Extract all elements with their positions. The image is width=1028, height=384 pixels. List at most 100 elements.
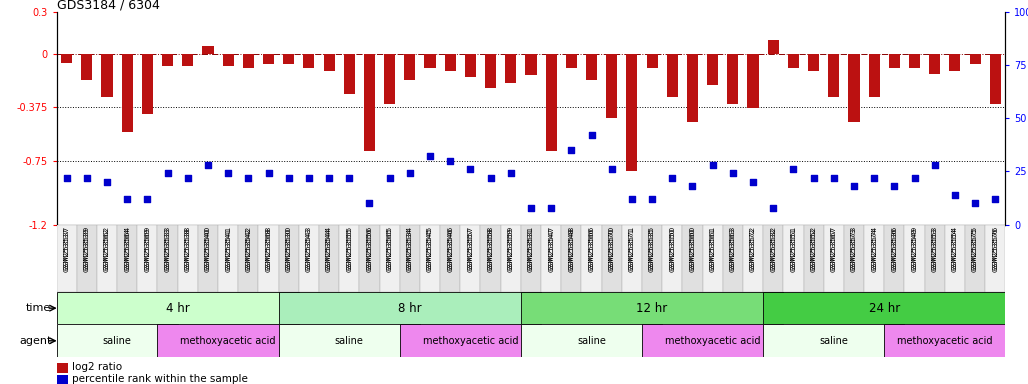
Text: methoxyacetic acid: methoxyacetic acid (180, 336, 276, 346)
Point (220, 170, 236, 177)
Text: GSM253568: GSM253568 (265, 228, 271, 272)
Bar (727, 54, 738, 104)
Text: GSM253557: GSM253557 (468, 226, 474, 270)
Point (321, 175, 337, 181)
Text: GSM253556: GSM253556 (366, 228, 372, 272)
Text: GSM253540: GSM253540 (205, 228, 211, 272)
Text: GSM253555: GSM253555 (346, 228, 353, 272)
Text: GSM253538: GSM253538 (185, 228, 191, 272)
Text: GSM253532: GSM253532 (770, 226, 776, 270)
Point (644, 196, 660, 202)
Point (260, 170, 277, 177)
Text: GSM253565: GSM253565 (387, 228, 393, 272)
Text: GSM253540: GSM253540 (205, 226, 211, 270)
Text: saline: saline (819, 336, 848, 346)
Text: GSM253561: GSM253561 (709, 228, 715, 272)
Text: methoxyacetic acid: methoxyacetic acid (665, 336, 761, 346)
Text: GSM253542: GSM253542 (246, 226, 251, 270)
Text: GSM253553: GSM253553 (931, 226, 938, 270)
Bar (440, 225, 461, 292)
Bar (138, 225, 157, 292)
Text: GSM253570: GSM253570 (609, 228, 615, 272)
Bar (582, 225, 601, 292)
Point (603, 166, 620, 172)
Text: GSM253551: GSM253551 (791, 226, 797, 270)
Text: GSM253563: GSM253563 (730, 226, 736, 270)
Text: GSM253537: GSM253537 (64, 228, 70, 272)
Point (361, 200, 377, 207)
Bar (985, 225, 1005, 292)
Bar (57, 292, 299, 324)
Bar (57, 375, 68, 384)
Point (482, 175, 499, 181)
Text: GSM253544: GSM253544 (326, 228, 332, 272)
Text: GSM253556: GSM253556 (366, 226, 372, 270)
Bar (865, 225, 884, 292)
Bar (157, 324, 299, 357)
Point (785, 166, 802, 172)
Text: log2 ratio: log2 ratio (72, 362, 122, 372)
Bar (869, 54, 880, 97)
Bar (525, 54, 537, 76)
Point (825, 175, 842, 181)
Point (523, 205, 540, 211)
Bar (162, 54, 173, 66)
Bar (929, 54, 941, 74)
Bar (783, 225, 804, 292)
Text: GSM253543: GSM253543 (306, 228, 311, 272)
Bar (299, 225, 319, 292)
Text: GSM253553: GSM253553 (931, 228, 938, 272)
Point (846, 183, 862, 189)
Text: saline: saline (335, 336, 364, 346)
Bar (142, 54, 153, 114)
Point (725, 170, 741, 177)
Bar (884, 225, 905, 292)
Text: GSM253569: GSM253569 (144, 226, 150, 270)
Bar (607, 54, 617, 118)
Text: methoxyacetic acid: methoxyacetic acid (897, 336, 993, 346)
Bar (546, 54, 557, 151)
Bar (243, 54, 254, 68)
Bar (218, 225, 238, 292)
Bar (945, 225, 965, 292)
Bar (197, 225, 218, 292)
Bar (400, 225, 419, 292)
Point (765, 205, 781, 211)
Bar (324, 54, 335, 71)
Text: GSM253537: GSM253537 (64, 226, 70, 270)
Text: GSM253575: GSM253575 (972, 228, 978, 272)
Point (341, 175, 358, 181)
Text: GSM253576: GSM253576 (992, 226, 998, 270)
Bar (747, 54, 759, 108)
Point (442, 157, 458, 164)
Point (281, 175, 297, 181)
Bar (97, 225, 117, 292)
Text: GSM253536: GSM253536 (891, 228, 897, 272)
Text: GSM253562: GSM253562 (104, 228, 110, 272)
Text: GSM253533: GSM253533 (164, 228, 171, 272)
Point (503, 170, 519, 177)
Bar (203, 46, 214, 54)
Text: GSM253573: GSM253573 (851, 226, 857, 270)
Text: GSM253539: GSM253539 (84, 228, 89, 272)
Text: GSM253550: GSM253550 (669, 228, 675, 272)
Bar (379, 225, 400, 292)
Text: GSM253534: GSM253534 (407, 228, 413, 272)
Bar (561, 225, 582, 292)
Bar (279, 324, 419, 357)
Text: GSM253565: GSM253565 (387, 226, 393, 270)
Bar (642, 225, 662, 292)
Point (704, 162, 721, 168)
Point (563, 147, 580, 153)
Text: GSM253545: GSM253545 (427, 228, 433, 272)
Text: GSM253530: GSM253530 (286, 226, 292, 270)
Bar (844, 225, 865, 292)
Bar (909, 54, 920, 68)
Text: GSM253559: GSM253559 (508, 228, 514, 272)
Point (907, 175, 923, 181)
Text: GSM253567: GSM253567 (831, 226, 837, 270)
Text: GSM253535: GSM253535 (649, 228, 655, 272)
Text: GSM253563: GSM253563 (730, 228, 736, 272)
Bar (848, 54, 859, 122)
Point (381, 175, 398, 181)
